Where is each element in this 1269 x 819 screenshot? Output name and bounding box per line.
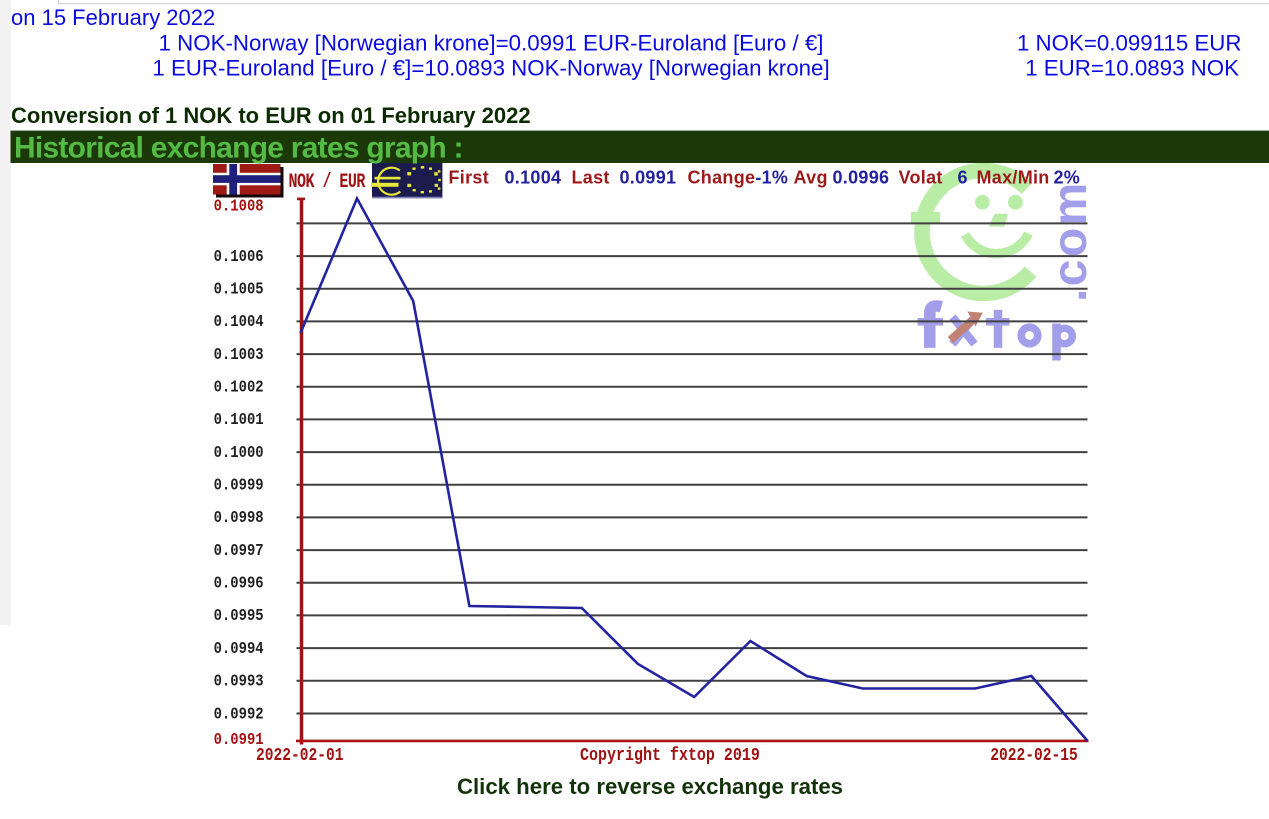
svg-text:0.1000: 0.1000 [214, 443, 264, 463]
svg-text:Historical exchange rates grap: Historical exchange rates graph : [14, 132, 463, 165]
svg-text:.com: .com [1044, 180, 1097, 302]
svg-text:Conversion of 1 NOK to EUR on: Conversion of 1 NOK to EUR on 01 Februar… [11, 103, 531, 128]
svg-text:0.1001: 0.1001 [214, 410, 264, 430]
svg-text:1 EUR-Euroland [Euro / €]=10.0: 1 EUR-Euroland [Euro / €]=10.0893 NOK-No… [152, 56, 829, 81]
svg-text:0.0993: 0.0993 [214, 671, 264, 691]
svg-text:First: First [449, 167, 490, 187]
svg-text:1 NOK-Norway [Norwegian krone]: 1 NOK-Norway [Norwegian krone]=0.0991 EU… [159, 31, 824, 56]
svg-text:2022-02-01: 2022-02-01 [256, 745, 344, 766]
svg-text:0.0997: 0.0997 [214, 541, 264, 561]
svg-text:0.1004: 0.1004 [214, 312, 264, 332]
svg-text:6: 6 [958, 167, 968, 187]
svg-text:Change-1%: Change-1% [688, 167, 789, 187]
svg-text:Last: Last [572, 167, 610, 187]
svg-text:1 EUR=10.0893 NOK: 1 EUR=10.0893 NOK [1025, 56, 1239, 81]
svg-text:Volat: Volat [899, 167, 943, 187]
svg-text:0.0994: 0.0994 [214, 639, 264, 659]
svg-text:0.0995: 0.0995 [214, 606, 264, 626]
svg-text:0.0991: 0.0991 [620, 167, 677, 187]
svg-text:0.1002: 0.1002 [214, 377, 264, 397]
svg-text:0.1005: 0.1005 [214, 279, 264, 299]
svg-text:on 15 February 2022: on 15 February 2022 [11, 5, 215, 30]
svg-text:NOK / EUR: NOK / EUR [289, 171, 366, 194]
svg-text:0.1004: 0.1004 [505, 167, 562, 187]
svg-text:Max/Min: Max/Min [977, 167, 1050, 187]
svg-text:Avg: Avg [794, 167, 828, 187]
svg-text:0.0992: 0.0992 [214, 704, 264, 724]
svg-text:Copyright fxtop 2019: Copyright fxtop 2019 [580, 746, 760, 767]
svg-text:2%: 2% [1054, 167, 1081, 187]
svg-text:0.0999: 0.0999 [214, 475, 264, 495]
svg-text:0.0996: 0.0996 [833, 167, 890, 187]
svg-text:1 NOK=0.099115 EUR: 1 NOK=0.099115 EUR [1017, 31, 1242, 56]
svg-text:Click here to reverse exchange: Click here to reverse exchange rates [457, 774, 843, 799]
svg-text:0.1003: 0.1003 [214, 345, 264, 365]
svg-text:0.1006: 0.1006 [214, 247, 264, 267]
svg-text:0.0996: 0.0996 [214, 573, 264, 593]
svg-text:2022-02-15: 2022-02-15 [990, 745, 1078, 766]
svg-text:0.1008: 0.1008 [214, 196, 264, 216]
svg-text:0.0998: 0.0998 [214, 508, 264, 528]
svg-text:0.0991: 0.0991 [214, 730, 264, 750]
